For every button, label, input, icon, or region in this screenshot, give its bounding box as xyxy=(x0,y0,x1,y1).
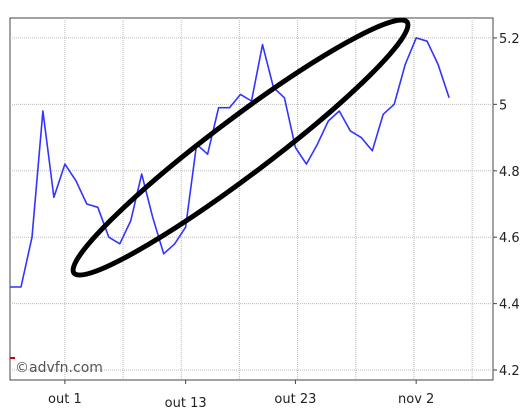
annotation-ellipse xyxy=(70,17,411,278)
y-tick-label: 4.2 xyxy=(499,364,520,379)
y-tick-label: 4.8 xyxy=(499,165,520,180)
x-tick-label: out 1 xyxy=(48,392,82,407)
y-tick-label: 4.4 xyxy=(499,298,520,313)
y-tick-label: 5.2 xyxy=(499,32,520,47)
axis-ticks: 5.2 5 4.8 4.6 4.4 4.2 out 1 out 13 out 23 nov 2 xyxy=(48,32,520,408)
gridlines xyxy=(10,18,493,380)
y-tick-label: 5 xyxy=(499,98,507,113)
price-line xyxy=(10,37,450,288)
watermark-mark xyxy=(10,357,15,359)
plot-area xyxy=(9,17,494,381)
series-layer xyxy=(10,37,450,288)
annotation-layer xyxy=(70,17,411,278)
x-tick-label: out 23 xyxy=(274,392,316,407)
x-tick-label: out 13 xyxy=(165,396,207,408)
x-tick-label: nov 2 xyxy=(398,392,434,407)
watermark: ©advfn.com xyxy=(15,360,103,376)
y-tick-label: 4.6 xyxy=(499,231,520,246)
